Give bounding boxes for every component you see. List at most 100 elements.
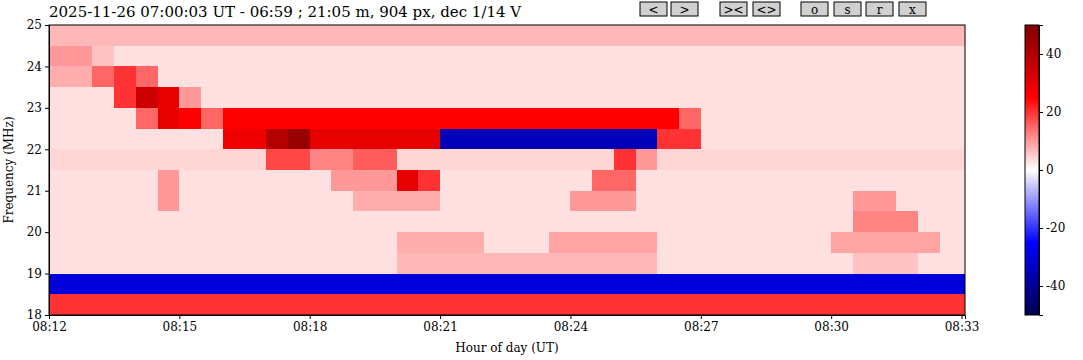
cell xyxy=(484,232,506,253)
button-box[interactable] xyxy=(753,2,780,16)
cell xyxy=(918,87,940,108)
cell xyxy=(223,253,245,274)
cell xyxy=(92,211,114,232)
cell xyxy=(266,66,288,87)
cell xyxy=(527,66,549,87)
cell xyxy=(592,87,614,108)
cell xyxy=(679,211,701,232)
cell xyxy=(71,274,93,295)
cell xyxy=(636,170,658,191)
button[interactable]: < xyxy=(640,2,667,17)
button-box[interactable] xyxy=(801,2,828,16)
button-box[interactable] xyxy=(640,2,667,16)
cell xyxy=(701,274,723,295)
cell xyxy=(636,87,658,108)
cell xyxy=(679,232,701,253)
cell xyxy=(744,46,766,67)
cell xyxy=(570,25,592,46)
cell xyxy=(201,211,223,232)
button[interactable]: > xyxy=(671,2,698,17)
cell xyxy=(614,25,636,46)
button[interactable]: s xyxy=(834,2,861,17)
cell xyxy=(92,108,114,129)
cell xyxy=(375,66,397,87)
cell xyxy=(570,232,592,253)
colorbar-tick: 0 xyxy=(1039,163,1054,177)
button-label[interactable]: < xyxy=(648,3,658,17)
cell xyxy=(114,25,136,46)
cell xyxy=(918,46,940,67)
button-box[interactable] xyxy=(899,2,926,16)
cell xyxy=(158,87,180,108)
cell xyxy=(397,211,419,232)
cell xyxy=(636,25,658,46)
cell xyxy=(375,274,397,295)
cell xyxy=(49,25,71,46)
button[interactable]: o xyxy=(801,2,828,17)
cell xyxy=(940,87,965,108)
button[interactable]: x xyxy=(899,2,926,17)
button-box[interactable] xyxy=(866,2,893,16)
cell xyxy=(440,149,462,170)
cell xyxy=(614,294,636,315)
button[interactable]: r xyxy=(866,2,893,17)
cell xyxy=(570,294,592,315)
cell xyxy=(245,25,267,46)
cell xyxy=(592,129,614,150)
cell xyxy=(592,274,614,295)
button[interactable]: <> xyxy=(753,2,780,17)
cell xyxy=(418,129,440,150)
button-label[interactable]: x xyxy=(909,3,916,17)
button-box[interactable] xyxy=(834,2,861,16)
cell xyxy=(614,108,636,129)
cell xyxy=(136,25,158,46)
cell xyxy=(223,170,245,191)
cell xyxy=(201,149,223,170)
cell xyxy=(484,66,506,87)
button-label[interactable]: <> xyxy=(756,3,776,17)
cell xyxy=(158,129,180,150)
cell xyxy=(527,25,549,46)
button-label[interactable]: s xyxy=(844,3,850,17)
button-box[interactable] xyxy=(720,2,747,16)
chart: 2025-11-26 07:00:03 UT - 06:59 ; 21:05 m… xyxy=(0,0,1083,360)
button-label[interactable]: >< xyxy=(723,3,743,17)
cell xyxy=(723,25,745,46)
cell xyxy=(875,274,897,295)
cell xyxy=(331,232,353,253)
cell xyxy=(701,108,723,129)
cell xyxy=(875,108,897,129)
cell xyxy=(92,274,114,295)
cell xyxy=(71,170,93,191)
cell xyxy=(49,253,71,274)
cell xyxy=(375,108,397,129)
button-label[interactable]: r xyxy=(877,3,883,17)
y-tick-label: 19 xyxy=(27,267,42,281)
button-label[interactable]: o xyxy=(811,3,818,17)
cell xyxy=(353,46,375,67)
cell xyxy=(114,232,136,253)
cell xyxy=(940,149,965,170)
cell xyxy=(657,294,679,315)
cell xyxy=(201,191,223,212)
cell xyxy=(592,294,614,315)
cell xyxy=(158,211,180,232)
cell xyxy=(49,274,71,295)
button-box[interactable] xyxy=(671,2,698,16)
x-tick: 08:15 xyxy=(163,315,198,334)
cell xyxy=(484,129,506,150)
cell xyxy=(505,87,527,108)
cell xyxy=(331,170,353,191)
cell xyxy=(940,294,965,315)
cell xyxy=(440,232,462,253)
y-axis-title: Frequency (MHz) xyxy=(2,116,16,223)
cell xyxy=(657,46,679,67)
cell xyxy=(527,149,549,170)
cell xyxy=(549,294,571,315)
cell xyxy=(549,25,571,46)
cell xyxy=(657,25,679,46)
button-label[interactable]: > xyxy=(679,3,689,17)
button[interactable]: >< xyxy=(720,2,747,17)
y-tick-mark xyxy=(45,66,49,67)
cell xyxy=(245,211,267,232)
